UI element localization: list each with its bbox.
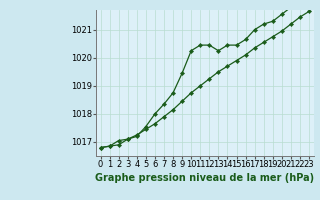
X-axis label: Graphe pression niveau de la mer (hPa): Graphe pression niveau de la mer (hPa)	[95, 173, 314, 183]
